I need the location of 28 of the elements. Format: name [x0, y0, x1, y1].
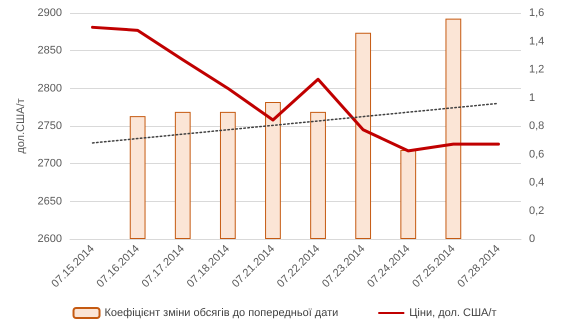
y2-tick-label: 0,6: [529, 148, 544, 160]
y2-tick-label: 1,6: [529, 7, 544, 19]
y2-tick-label: 0,8: [529, 120, 544, 132]
bar: [400, 150, 416, 239]
y2-tick-label: 0: [529, 233, 536, 245]
y-tick-label: 2900: [38, 7, 62, 19]
y-tick-label: 2800: [38, 82, 62, 94]
bar: [310, 112, 326, 239]
legend-label: Ціни, дол. США/т: [409, 307, 496, 319]
y-tick-label: 2850: [38, 44, 62, 57]
y-tick-label: 2650: [38, 195, 62, 208]
y-tick-label: 2750: [38, 120, 62, 132]
bar: [265, 102, 281, 239]
y2-tick-label: 1,4: [529, 35, 544, 48]
legend-label: Коефіцієнт зміни обсягів до попередньої дати: [104, 307, 338, 319]
bar: [130, 116, 146, 239]
bar: [355, 32, 372, 239]
y2-tick-label: 0,4: [529, 176, 544, 188]
y-tick-label: 2600: [38, 233, 62, 245]
y2-tick-label: 0,2: [529, 204, 544, 217]
line-series: [91, 26, 500, 152]
y2-tick-label: 1,2: [529, 64, 544, 76]
bar: [445, 18, 462, 239]
bar: [220, 112, 236, 239]
y-tick-label: 2700: [38, 158, 62, 170]
y2-tick-label: 1: [529, 92, 536, 104]
bar: [174, 112, 191, 239]
y-axis-title: дол.США/т: [15, 98, 28, 154]
